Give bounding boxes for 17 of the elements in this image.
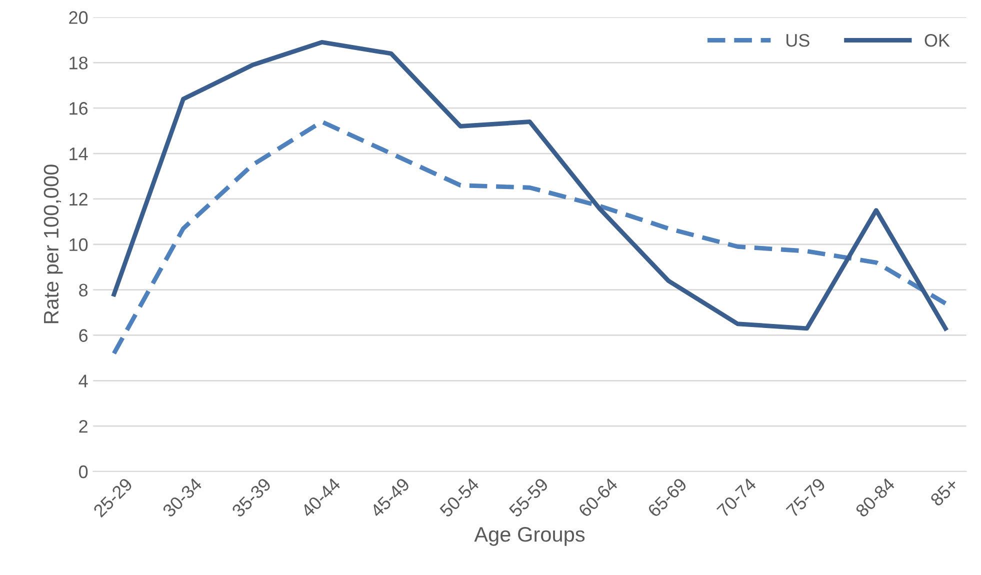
y-tick-label: 12 [70,192,88,206]
y-tick-label: 6 [79,329,88,342]
y-tick-label: 8 [79,284,88,297]
y-tick-label: 10 [70,238,88,252]
y-tick-label: 16 [70,102,88,115]
y-tick-label: 18 [70,56,88,70]
legend-label: US [786,34,810,47]
y-tick-label: 2 [79,420,88,433]
y-tick-label: 0 [79,465,88,478]
x-tick-label: 85+ [930,477,960,507]
x-axis-title: Age Groups [474,527,585,546]
y-tick-label: 4 [78,374,88,388]
legend-label: OK [924,34,950,47]
y-tick-label: 20 [69,11,88,24]
y-axis-title: Rate per 100,000 [44,164,63,324]
line-series [112,120,948,356]
y-tick-label: 14 [70,148,88,160]
